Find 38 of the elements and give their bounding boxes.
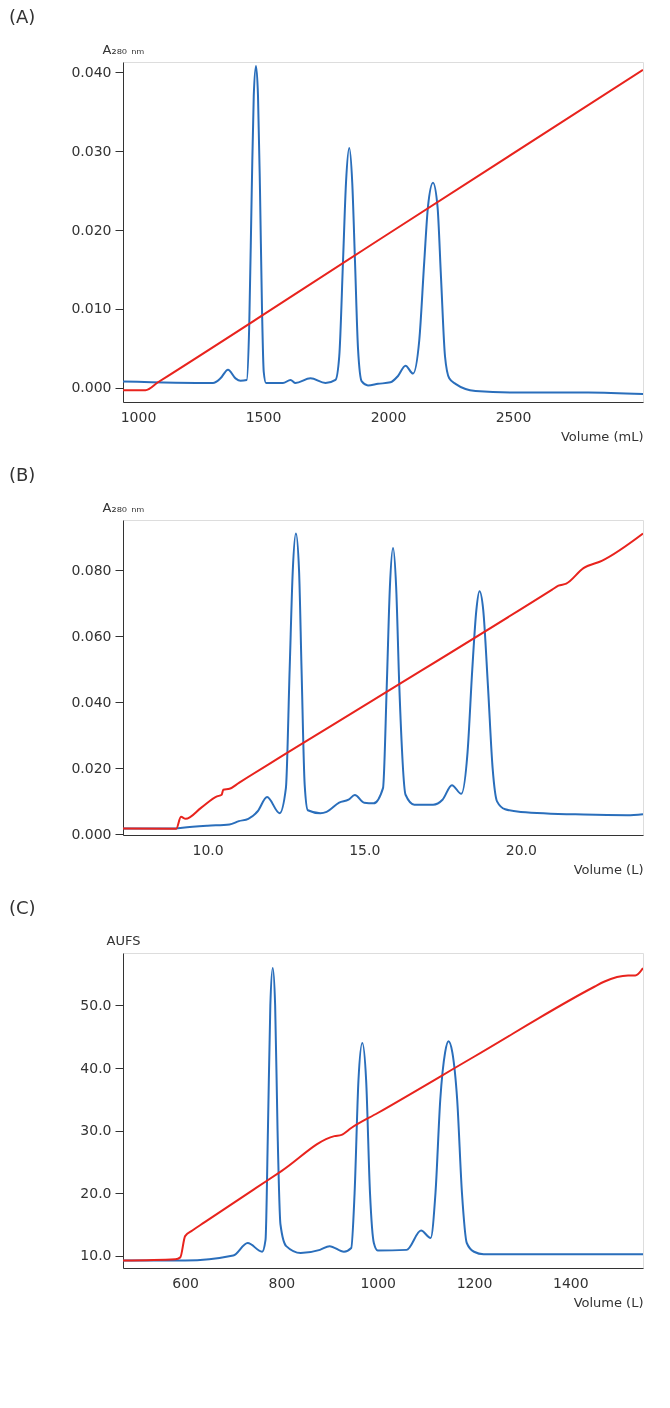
y-tick-label: 0.080: [71, 561, 112, 578]
y-tick-label: 20.0: [80, 1184, 112, 1201]
x-axis-title: Volume (mL): [560, 428, 644, 444]
y-tick-label: 0.030: [71, 142, 112, 159]
y-axis-title: A₂₈₀ ₙₘ: [102, 499, 145, 515]
x-tick-label: 1500: [245, 408, 282, 425]
chart-title: (B): [9, 464, 36, 485]
x-axis-title: Volume (L): [573, 1294, 644, 1310]
x-tick-label: 1400: [552, 1274, 589, 1291]
x-tick-label: 600: [172, 1274, 199, 1291]
x-tick-label: 2500: [495, 408, 532, 425]
y-tick-label: 0.000: [71, 379, 112, 396]
y-tick-label: 0.000: [71, 825, 112, 842]
x-tick-label: 15.0: [349, 841, 381, 858]
y-axis-title: AUFS: [106, 932, 141, 948]
y-tick-label: 0.040: [71, 63, 112, 80]
x-axis-title: Volume (L): [573, 861, 644, 877]
chart-title: (A): [9, 6, 36, 27]
x-tick-label: 2000: [370, 408, 407, 425]
x-tick-label: 20.0: [505, 841, 537, 858]
x-tick-label: 1200: [456, 1274, 493, 1291]
chart-title: (C): [9, 897, 36, 918]
y-axis-title: A₂₈₀ ₙₘ: [102, 41, 145, 57]
line-series: [123, 967, 643, 1262]
y-tick-label: 30.0: [80, 1122, 112, 1138]
x-tick-label: 800: [268, 1274, 296, 1291]
y-tick-label: 0.020: [71, 221, 112, 238]
y-tick-label: 40.0: [80, 1059, 112, 1076]
y-tick-label: 0.040: [71, 693, 112, 710]
x-tick-label: 10.0: [192, 841, 224, 858]
y-tick-label: 0.060: [71, 627, 112, 644]
line-series: [123, 532, 643, 830]
y-tick-label: 0.020: [71, 759, 112, 776]
y-tick-label: 50.0: [80, 997, 112, 1013]
x-tick-label: 1000: [360, 1274, 397, 1291]
y-tick-label: 10.0: [80, 1247, 112, 1263]
y-tick-label: 0.010: [71, 300, 112, 317]
x-tick-label: 1000: [120, 408, 157, 425]
